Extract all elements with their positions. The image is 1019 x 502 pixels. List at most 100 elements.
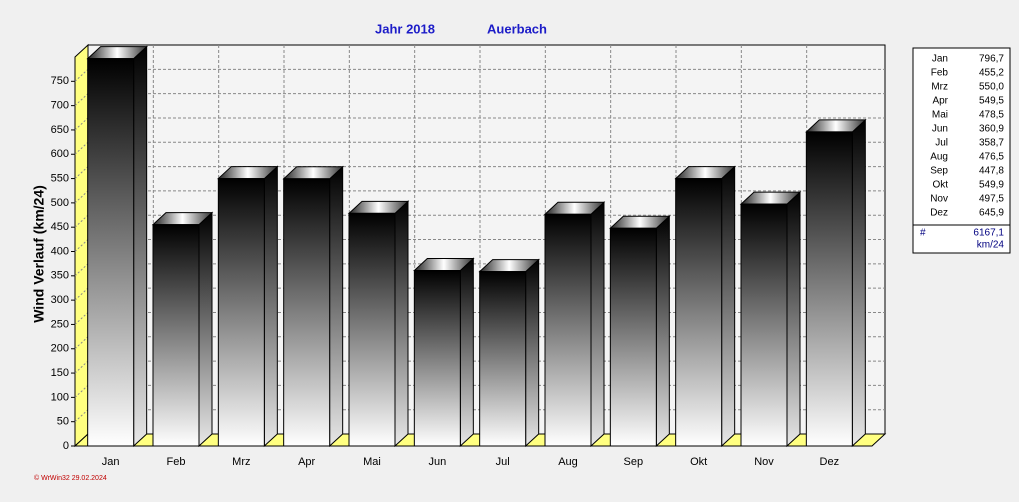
wall-grid-line	[74, 93, 89, 106]
legend-value: 549,5	[979, 96, 1004, 107]
legend-category: Okt	[932, 180, 948, 191]
legend-category: Aug	[930, 152, 948, 163]
bar-side	[786, 190, 801, 448]
wall-grid-line	[74, 239, 89, 252]
summary-unit: km/24	[977, 240, 1005, 251]
legend-category: Jul	[935, 138, 948, 149]
bar	[675, 178, 723, 447]
y-axis-label: Wind Verlauf (km/24)	[31, 185, 47, 323]
legend-category: Apr	[932, 96, 948, 107]
bar-side	[459, 257, 474, 448]
x-tick-label: Jun	[428, 456, 446, 468]
y-tick-label: 200	[51, 343, 69, 355]
bar	[609, 227, 657, 447]
x-tick-label: Jan	[102, 456, 120, 468]
y-tick-label: 350	[51, 270, 69, 282]
wall-grid-line	[74, 287, 89, 301]
bar	[217, 178, 265, 447]
y-tick-label: 700	[51, 100, 69, 112]
bar	[152, 224, 200, 447]
bar	[544, 213, 592, 447]
legend-category: Nov	[930, 194, 948, 205]
x-tick-label: Mai	[363, 456, 381, 468]
legend-box	[912, 47, 1011, 254]
y-tick-label: 100	[51, 391, 69, 403]
y-tick-label: 450	[51, 221, 69, 233]
bar	[87, 58, 135, 447]
y-tick-label: 500	[51, 197, 69, 209]
legend-category: Feb	[931, 68, 949, 79]
wall-grid-line	[74, 190, 89, 204]
x-tick-label: Aug	[558, 456, 578, 468]
wall-grid-line	[74, 409, 89, 423]
chart-title: Jahr 2018	[375, 21, 435, 36]
bar-side	[329, 165, 344, 448]
chart-subtitle: Auerbach	[487, 21, 547, 36]
x-tick-label: Dez	[820, 456, 840, 468]
y-tick-label: 0	[63, 440, 69, 452]
x-tick-label: Jul	[496, 456, 510, 468]
legend-value: 447,8	[979, 166, 1004, 177]
legend-value: 550,0	[979, 82, 1004, 93]
legend-value: 645,9	[979, 208, 1004, 219]
y-tick-label: 550	[51, 172, 69, 184]
bar-side	[198, 211, 213, 448]
wall-grid-line	[74, 166, 89, 179]
bar-side	[394, 200, 409, 448]
y-tick-label: 600	[51, 148, 69, 160]
summary-symbol: #	[920, 228, 926, 239]
x-tick-label: Feb	[167, 456, 186, 468]
bar-side	[721, 165, 736, 448]
y-tick-label: 50	[57, 416, 69, 428]
wall-grid-line	[74, 68, 89, 82]
footer: © WrWin32 29.02.2024	[34, 474, 107, 482]
legend-value: 549,9	[979, 180, 1004, 191]
wall-grid-line	[74, 312, 89, 325]
bar	[413, 270, 461, 447]
y-tick-label: 400	[51, 245, 69, 257]
wall-grid-line	[74, 141, 89, 155]
bar	[283, 178, 331, 447]
legend-value: 497,5	[979, 194, 1004, 205]
wall-grid-line	[74, 336, 89, 350]
legend-category: Mai	[932, 110, 948, 121]
y-tick-label: 650	[51, 124, 69, 136]
bar-side	[525, 258, 540, 448]
x-tick-label: Mrz	[232, 456, 250, 468]
y-tick-label: 150	[51, 367, 69, 379]
bar	[805, 131, 853, 447]
bar-side	[655, 215, 670, 448]
wall-grid-line	[74, 263, 89, 277]
legend-value: 478,5	[979, 110, 1004, 121]
wall-grid-line	[74, 214, 89, 228]
wall-grid-line	[74, 117, 89, 131]
x-tick-label: Okt	[690, 456, 707, 468]
legend-value: 476,5	[979, 152, 1004, 163]
wall-grid-line	[74, 385, 89, 398]
legend-value: 455,2	[979, 68, 1004, 79]
y-tick-label: 300	[51, 294, 69, 306]
legend-category: Mrz	[931, 82, 948, 93]
summary-total: 6167,1	[973, 228, 1004, 239]
y-tick-label: 750	[51, 75, 69, 87]
bar	[348, 212, 396, 447]
bar	[479, 271, 527, 447]
legend-category: Dez	[930, 208, 948, 219]
legend-value: 796,7	[979, 54, 1004, 65]
x-tick-label: Apr	[298, 456, 315, 468]
x-tick-label: Nov	[754, 456, 774, 468]
bar-side	[851, 118, 866, 448]
wall-grid-line	[74, 360, 89, 374]
legend-category: Sep	[930, 166, 948, 177]
legend-category: Jan	[932, 54, 948, 65]
legend-value: 358,7	[979, 138, 1004, 149]
bar-side	[133, 45, 148, 448]
bar	[740, 203, 788, 447]
bar-side	[263, 165, 278, 448]
bar-side	[590, 201, 605, 448]
legend-value: 360,9	[979, 124, 1004, 135]
y-tick-label: 250	[51, 318, 69, 330]
x-tick-label: Sep	[624, 456, 644, 468]
legend-category: Jun	[932, 124, 948, 135]
